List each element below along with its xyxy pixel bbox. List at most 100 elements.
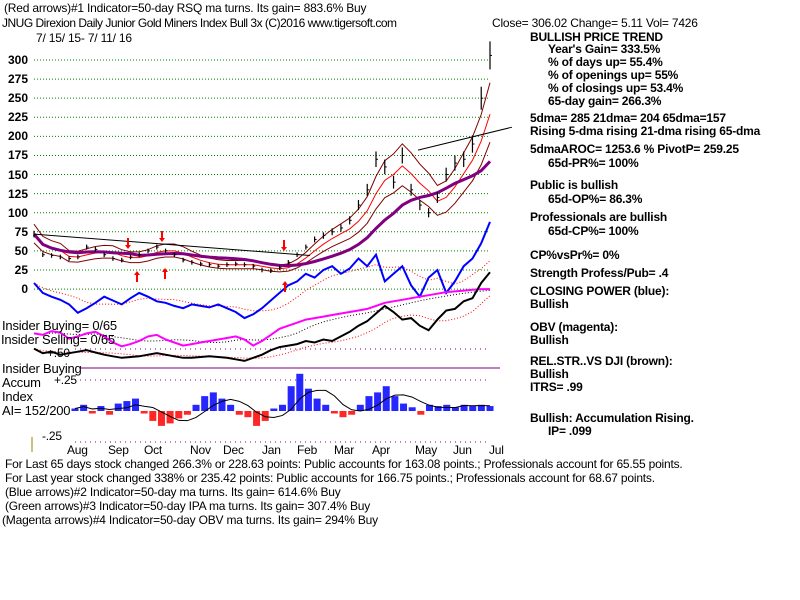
- obv-label: OBV (magenta):: [530, 320, 618, 334]
- trend-line: [33, 233, 311, 256]
- ai-label: AI= 152/200: [2, 403, 71, 418]
- footer-line-2: For Last year stock changed 338% or 235.…: [5, 471, 655, 485]
- accum-label: Accum: [2, 375, 41, 390]
- accum-bar: [279, 404, 286, 411]
- accum-bar: [365, 396, 373, 411]
- red-arrow-down-icon: [125, 238, 131, 249]
- gain-65: 65-day gain= 266.3%: [548, 94, 662, 108]
- accum-bar: [339, 411, 347, 418]
- closing-power-label: CLOSING POWER (blue):: [530, 284, 670, 298]
- insider-buying-label: Insider Buying: [2, 361, 82, 376]
- accum-bar: [253, 411, 261, 426]
- accum-bar: [261, 411, 269, 421]
- y-tick-label: 175: [7, 148, 28, 163]
- y-tick-label: 150: [7, 167, 28, 182]
- x-tick-label: Jun: [453, 443, 472, 457]
- footer-line-4: (Green arrows)#3 Indicator=50-day IPA ma…: [5, 499, 371, 513]
- accum-bar: [287, 386, 295, 411]
- relstr-value: Bullish: [530, 367, 569, 381]
- closings-up: % of closings up= 53.4%: [548, 81, 684, 95]
- accum-bar: [425, 404, 433, 411]
- accum-bar: [469, 406, 477, 411]
- accum-bar: [356, 404, 364, 411]
- y-tick-label: 275: [7, 72, 28, 87]
- rel-strength-line: [33, 271, 491, 362]
- accum-bar: [175, 411, 183, 419]
- insider-selling: Insider Selling= 0/65: [1, 332, 115, 347]
- red-arrow-up-icon: [134, 271, 140, 282]
- closing-power-line: [33, 221, 491, 320]
- y-tick-label: 50: [14, 243, 28, 258]
- y-tick-label: 75: [14, 224, 28, 239]
- accum-bar: [114, 403, 122, 411]
- accum-bar: [88, 411, 96, 414]
- accum-bar: [486, 406, 494, 411]
- accum-bar: [209, 392, 217, 411]
- y-tick-label: 125: [7, 186, 28, 201]
- index-label: Index: [2, 389, 33, 404]
- cp-vs-pr: CP%vsPr%= 0%: [530, 248, 620, 262]
- public-status: Public is bullish: [530, 178, 618, 192]
- accum-bar: [322, 404, 330, 411]
- accum-bar: [304, 388, 312, 411]
- upper-band-line: [33, 82, 491, 266]
- y-tick-label: 0: [21, 282, 28, 297]
- accum-bar: [348, 411, 356, 415]
- y-tick-label: 250: [7, 91, 28, 106]
- plus50-label: +.50: [47, 346, 70, 360]
- resistance-line: [417, 126, 513, 151]
- year-gain: Year's Gain= 333.5%: [548, 42, 661, 56]
- red-arrow-up-icon: [282, 281, 288, 292]
- footer-line-5: (Magenta arrows)#4 Indicator=50-day OBV …: [2, 513, 378, 527]
- accum-bar: [400, 403, 408, 411]
- x-tick-label: Apr: [372, 443, 391, 457]
- accum-bar: [374, 392, 382, 411]
- x-tick-label: Mar: [334, 443, 355, 457]
- y-tick-label: 225: [7, 110, 28, 125]
- accum-bar: [313, 398, 321, 411]
- pr-pct: 65d-PR%= 100%: [548, 156, 639, 170]
- ip-value: IP= .099: [548, 424, 592, 438]
- accum-bar: [201, 396, 209, 411]
- accum-bar: [296, 373, 304, 411]
- accum-bar: [166, 411, 174, 424]
- accum-bar: [218, 398, 226, 411]
- accum-bar: [80, 404, 88, 411]
- obv-line: [33, 288, 490, 348]
- x-tick-label: Oct: [144, 443, 163, 457]
- red-arrow-down-icon: [159, 231, 165, 242]
- chart-title: JNUG Direxion Daily Junior Gold Miners I…: [2, 17, 397, 30]
- strength: Strength Profess/Pub= .4: [530, 266, 669, 280]
- pros-status: Professionals are bullish: [530, 210, 668, 224]
- red-arrow-up-icon: [162, 268, 168, 279]
- accum-bar: [434, 406, 442, 411]
- accum-bar: [477, 404, 485, 411]
- plus25-label: +.25: [54, 373, 77, 387]
- accum-bar: [227, 404, 235, 411]
- itrs: ITRS= .99: [530, 380, 583, 394]
- relstr-label: REL.STR..VS DJI (brown):: [530, 354, 673, 368]
- accum-bar: [460, 404, 468, 411]
- insider-buying: Insider Buying= 0/65: [2, 318, 117, 333]
- accum-bar: [408, 407, 416, 411]
- accum-bar: [391, 396, 399, 411]
- accum-status: Bullish: Accumulation Rising.: [530, 411, 694, 425]
- accum-bar: [417, 411, 425, 415]
- accum-bar: [149, 411, 157, 421]
- x-tick-label: Feb: [297, 443, 318, 457]
- accum-bar: [192, 404, 200, 411]
- accum-bar: [451, 407, 459, 411]
- accum-ma-line: [74, 389, 491, 422]
- indicator1-text: (Red arrows)#1 Indicator=50-day RSQ ma t…: [4, 1, 367, 15]
- x-tick-label: Nov: [190, 443, 211, 457]
- days-up: % of days up= 55.4%: [548, 55, 663, 69]
- accum-bar: [71, 408, 79, 411]
- footer-line-3: (Blue arrows)#2 Indicator=50-day ma turn…: [5, 485, 341, 499]
- dma-values: 5dma= 285 21dma= 204 65dma=157: [530, 111, 726, 125]
- y-tick-label: 25: [14, 262, 28, 277]
- x-tick-label: Sep: [108, 443, 129, 457]
- minus25-label: -.25: [42, 429, 62, 443]
- accum-bar: [244, 411, 252, 418]
